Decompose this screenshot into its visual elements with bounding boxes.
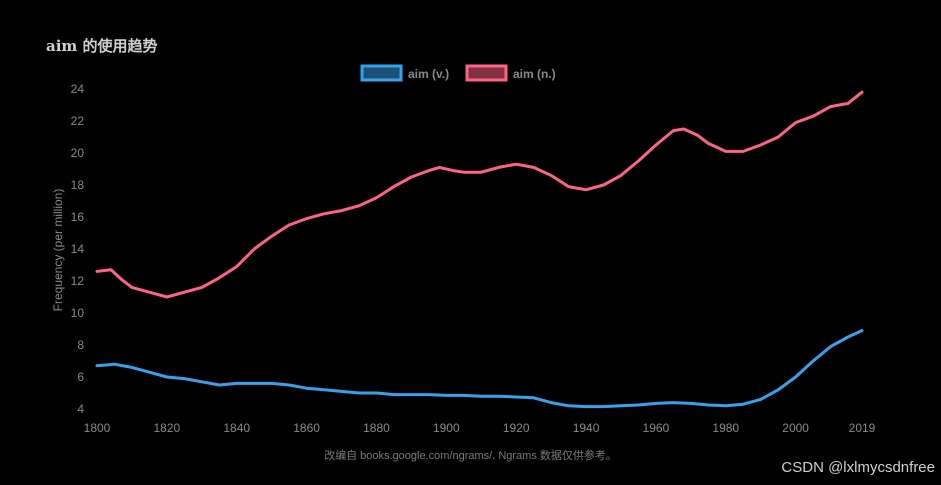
x-tick-label: 2019 bbox=[849, 421, 876, 435]
x-tick-label: 1960 bbox=[643, 421, 670, 435]
x-tick-label: 1800 bbox=[84, 421, 111, 435]
x-tick-label: 1840 bbox=[223, 421, 250, 435]
y-tick-label: 14 bbox=[71, 242, 85, 256]
series-line-verb bbox=[95, 329, 864, 409]
y-axis-label: Frequency (per million) bbox=[51, 189, 65, 312]
chart-title: aim 的使用趋势 bbox=[46, 37, 158, 55]
y-tick-label: 8 bbox=[77, 338, 84, 352]
series-lines bbox=[95, 90, 864, 409]
x-tick-label: 1920 bbox=[503, 421, 530, 435]
legend-label: aim (n.) bbox=[513, 67, 556, 81]
y-tick-label: 22 bbox=[71, 114, 85, 128]
x-tick-label: 1820 bbox=[154, 421, 181, 435]
y-tick-label: 20 bbox=[71, 146, 85, 160]
y-tick-label: 16 bbox=[71, 210, 85, 224]
x-tick-label: 2000 bbox=[782, 421, 809, 435]
y-tick-label: 18 bbox=[71, 178, 85, 192]
legend-item-verb[interactable]: aim (v.) bbox=[360, 64, 449, 82]
y-tick-label: 24 bbox=[71, 82, 85, 96]
y-axis: 4 6 8 10 12 14 16 18 20 22 24 bbox=[71, 82, 85, 416]
y-tick-label: 4 bbox=[77, 402, 84, 416]
legend-label: aim (v.) bbox=[408, 67, 449, 81]
legend-item-noun[interactable]: aim (n.) bbox=[465, 64, 556, 82]
y-tick-label: 6 bbox=[77, 370, 84, 384]
x-tick-label: 1980 bbox=[712, 421, 739, 435]
watermark: CSDN @lxlmycsdnfree bbox=[781, 459, 935, 476]
x-tick-label: 1900 bbox=[433, 421, 460, 435]
x-axis: 1800 1820 1840 1860 1880 1900 1920 1940 1960 1980… bbox=[84, 421, 876, 435]
legend: aim (v.) aim (n.) bbox=[360, 64, 556, 82]
legend-swatch bbox=[360, 64, 403, 82]
x-tick-label: 1880 bbox=[363, 421, 390, 435]
legend-swatch bbox=[465, 64, 508, 82]
series-line-noun bbox=[95, 90, 864, 299]
y-tick-label: 12 bbox=[71, 274, 85, 288]
y-tick-label: 10 bbox=[71, 306, 85, 320]
source-note: 改编自 books.google.com/ngrams/. Ngrams 数据仅… bbox=[324, 450, 617, 462]
x-tick-label: 1860 bbox=[293, 421, 320, 435]
x-tick-label: 1940 bbox=[573, 421, 600, 435]
